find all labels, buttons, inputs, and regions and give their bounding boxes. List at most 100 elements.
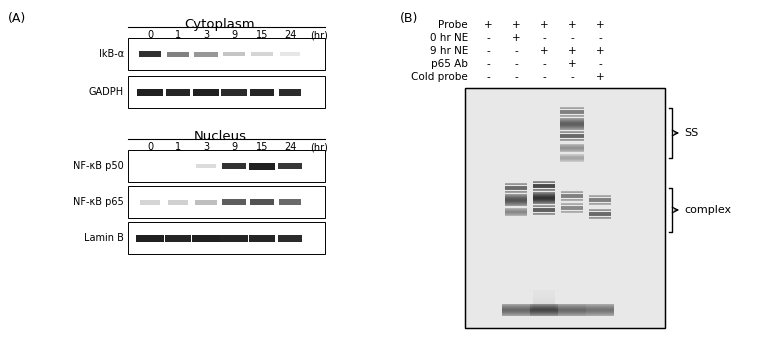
Bar <box>465 88 665 328</box>
Bar <box>589 196 611 197</box>
Bar <box>560 121 584 122</box>
Bar <box>560 119 584 120</box>
Text: (hr): (hr) <box>310 142 328 152</box>
Bar <box>128 150 325 182</box>
Bar <box>560 123 584 125</box>
Text: -: - <box>514 72 518 82</box>
Bar <box>505 196 527 197</box>
Text: 3: 3 <box>203 30 209 40</box>
Bar <box>533 298 555 302</box>
Bar <box>561 211 583 212</box>
Text: -: - <box>570 72 574 82</box>
Text: -: - <box>514 46 518 56</box>
Text: -: - <box>542 59 546 69</box>
Bar <box>533 306 555 310</box>
Text: +: + <box>568 59 576 69</box>
Bar <box>533 192 555 193</box>
Bar <box>505 209 527 210</box>
Bar <box>561 200 583 201</box>
Bar <box>533 197 555 198</box>
Text: 9: 9 <box>231 142 237 152</box>
Bar <box>561 212 583 213</box>
Bar <box>560 125 584 126</box>
Bar <box>561 209 583 210</box>
Bar <box>533 185 555 186</box>
Bar <box>560 109 584 110</box>
Bar <box>505 215 527 216</box>
Bar <box>561 192 583 193</box>
Bar <box>505 208 527 209</box>
Bar <box>560 137 584 138</box>
Text: +: + <box>568 20 576 30</box>
Bar <box>195 200 217 204</box>
Bar <box>560 144 584 145</box>
Bar <box>502 305 530 306</box>
Bar <box>558 307 586 308</box>
Bar <box>505 197 527 198</box>
Bar <box>560 157 584 158</box>
Bar <box>561 197 583 198</box>
Text: GADPH: GADPH <box>89 87 124 97</box>
Text: 1: 1 <box>175 142 181 152</box>
Bar <box>560 114 584 115</box>
Bar <box>533 196 555 197</box>
Bar <box>530 310 558 311</box>
Bar <box>589 213 611 214</box>
Text: Cytoplasm: Cytoplasm <box>185 18 256 31</box>
Bar <box>533 206 555 207</box>
Bar <box>560 161 584 162</box>
Bar <box>561 204 583 205</box>
Bar <box>560 147 584 148</box>
Bar <box>560 154 584 155</box>
Bar <box>280 52 300 56</box>
Bar <box>533 186 555 187</box>
Bar <box>560 139 584 140</box>
Text: +: + <box>484 20 492 30</box>
Text: 9: 9 <box>231 30 237 40</box>
Bar <box>586 311 614 312</box>
Bar <box>533 190 555 191</box>
Bar <box>560 138 584 139</box>
Bar <box>220 235 248 241</box>
Bar <box>558 313 586 314</box>
Bar <box>586 307 614 308</box>
Bar <box>560 116 584 117</box>
Text: 0 hr NE: 0 hr NE <box>430 33 468 43</box>
Bar <box>533 203 555 204</box>
Text: +: + <box>512 33 520 43</box>
Bar <box>505 191 527 192</box>
Bar <box>586 306 614 307</box>
Bar <box>589 197 611 198</box>
Bar <box>533 302 555 306</box>
Bar <box>278 163 302 169</box>
Bar <box>560 155 584 156</box>
Bar <box>560 145 584 146</box>
Bar <box>222 199 246 205</box>
Bar <box>502 314 530 315</box>
Bar <box>128 186 325 218</box>
Bar <box>530 304 558 305</box>
Bar <box>558 308 586 309</box>
Bar <box>533 189 555 190</box>
Bar <box>560 132 584 133</box>
Bar <box>560 128 584 129</box>
Bar <box>533 195 555 196</box>
Bar <box>128 222 325 254</box>
Bar <box>558 309 586 310</box>
Bar <box>561 196 583 197</box>
Bar <box>560 140 584 141</box>
Bar <box>560 131 584 132</box>
Bar <box>561 210 583 211</box>
Bar <box>589 218 611 219</box>
Text: +: + <box>539 20 549 30</box>
Bar <box>505 200 527 201</box>
Bar <box>279 88 301 96</box>
Bar <box>560 159 584 160</box>
Bar <box>165 235 191 241</box>
Bar <box>533 207 555 208</box>
Bar <box>533 200 555 201</box>
Bar <box>558 315 586 316</box>
Bar <box>505 195 527 196</box>
Bar <box>589 195 611 196</box>
Bar <box>530 307 558 308</box>
